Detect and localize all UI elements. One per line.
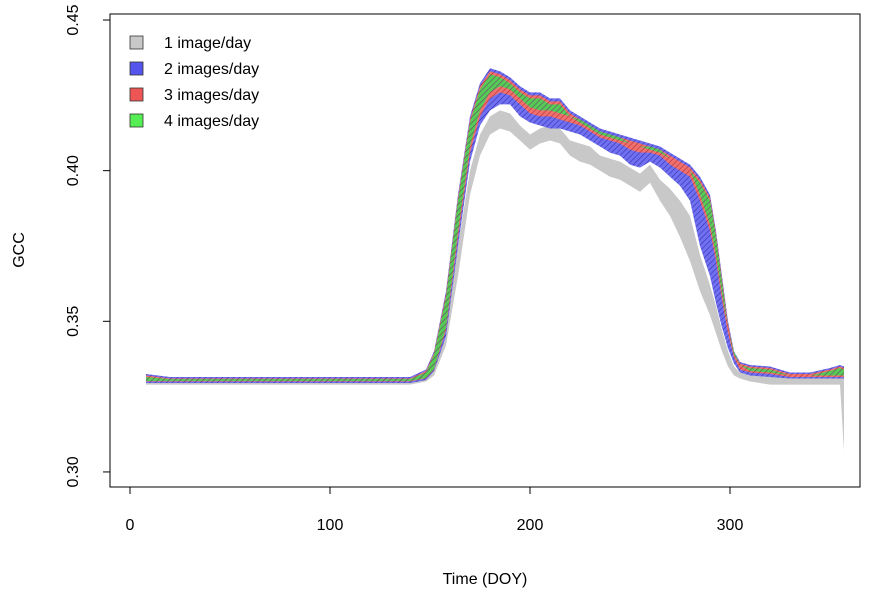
x-tick-label: 300 bbox=[717, 517, 744, 534]
series-bands bbox=[146, 68, 844, 451]
legend-label: 1 image/day bbox=[164, 35, 251, 52]
x-tick-label: 200 bbox=[517, 517, 544, 534]
band-1-image-day bbox=[146, 110, 844, 451]
legend: 1 image/day 2 images/day 3 images/day 4 ima… bbox=[129, 35, 259, 130]
x-axis: 0 100 200 300 bbox=[126, 486, 744, 534]
legend-swatch-3-images-day bbox=[129, 87, 144, 102]
y-tick-label: 0.45 bbox=[65, 4, 82, 35]
y-tick-label: 0.30 bbox=[65, 456, 82, 487]
x-tick-label: 100 bbox=[317, 517, 344, 534]
x-tick-label: 0 bbox=[126, 517, 135, 534]
y-axis-label: GCC bbox=[11, 232, 28, 268]
y-axis: 0.30 0.35 0.40 0.45 bbox=[65, 4, 111, 488]
legend-swatch-2-images-day bbox=[129, 61, 144, 76]
y-tick-label: 0.35 bbox=[65, 306, 82, 337]
legend-swatch-1-image-day bbox=[129, 35, 144, 50]
legend-label: 3 images/day bbox=[164, 87, 259, 104]
legend-label: 2 images/day bbox=[164, 61, 259, 78]
legend-swatch-4-images-day bbox=[129, 113, 144, 128]
legend-label: 4 images/day bbox=[164, 113, 259, 130]
x-axis-label: Time (DOY) bbox=[443, 571, 528, 588]
y-tick-label: 0.40 bbox=[65, 155, 82, 186]
band-2-images-day bbox=[146, 68, 844, 384]
